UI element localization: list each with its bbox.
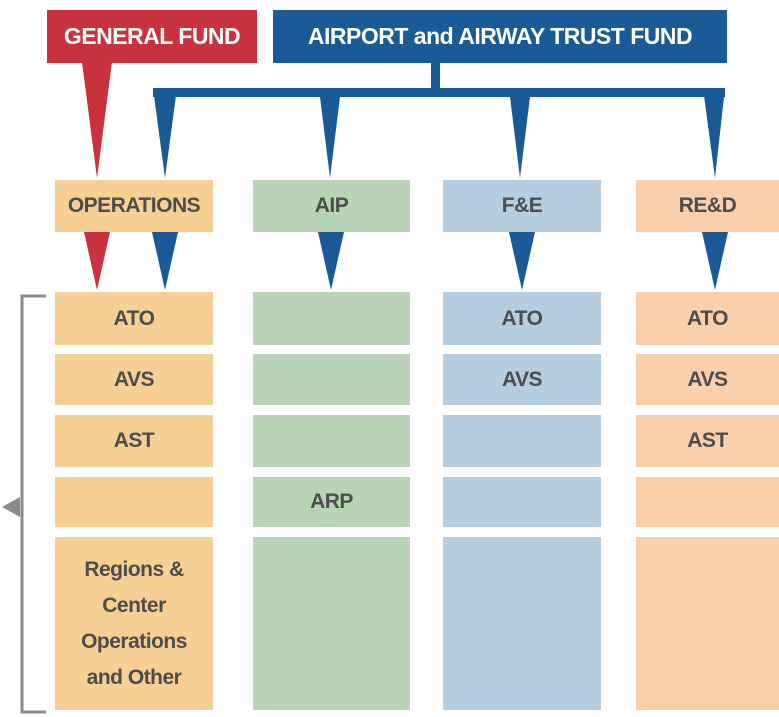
- cell: [253, 292, 410, 345]
- cell: [443, 477, 601, 527]
- cell: [443, 537, 601, 710]
- cell: ATO: [443, 292, 601, 345]
- cell: [253, 537, 410, 710]
- cell: AVS: [443, 354, 601, 405]
- red-arrow: [702, 232, 728, 290]
- trust-fund: AIRPORT and AIRWAY TRUST FUND: [273, 10, 727, 63]
- trust-arrow: [703, 88, 725, 178]
- cell: ARP: [253, 477, 410, 527]
- cell: ATO: [636, 292, 779, 345]
- cell: Regions & Center Operations and Other: [55, 537, 213, 710]
- cell: AVS: [636, 354, 779, 405]
- fe-arrow: [509, 232, 535, 290]
- cell: [55, 477, 213, 527]
- trust-arrow: [510, 97, 530, 178]
- column-header: OPERATIONS: [55, 180, 213, 232]
- trust-fund-stem: [431, 62, 440, 94]
- bracket-pointer: [2, 497, 20, 517]
- cell: ATO: [55, 292, 213, 345]
- bracket: [20, 294, 46, 714]
- aip-arrow: [318, 232, 344, 290]
- cell: [253, 354, 410, 405]
- ops-red-arrow: [84, 232, 110, 290]
- cell: AST: [636, 415, 779, 467]
- cell: [443, 415, 601, 467]
- cell: [253, 415, 410, 467]
- column-header: AIP: [253, 180, 410, 232]
- general-fund-arrow: [82, 62, 112, 178]
- column-header: F&E: [443, 180, 601, 232]
- general-fund: GENERAL FUND: [47, 10, 257, 63]
- trust-fund-bar: [153, 88, 725, 97]
- cell: AVS: [55, 354, 213, 405]
- ops-blue-arrow: [152, 232, 178, 290]
- cell: AST: [55, 415, 213, 467]
- cell: [636, 537, 779, 710]
- cell: [636, 477, 779, 527]
- trust-arrow: [153, 88, 177, 178]
- trust-arrow: [320, 97, 340, 178]
- column-header: RE&D: [636, 180, 779, 232]
